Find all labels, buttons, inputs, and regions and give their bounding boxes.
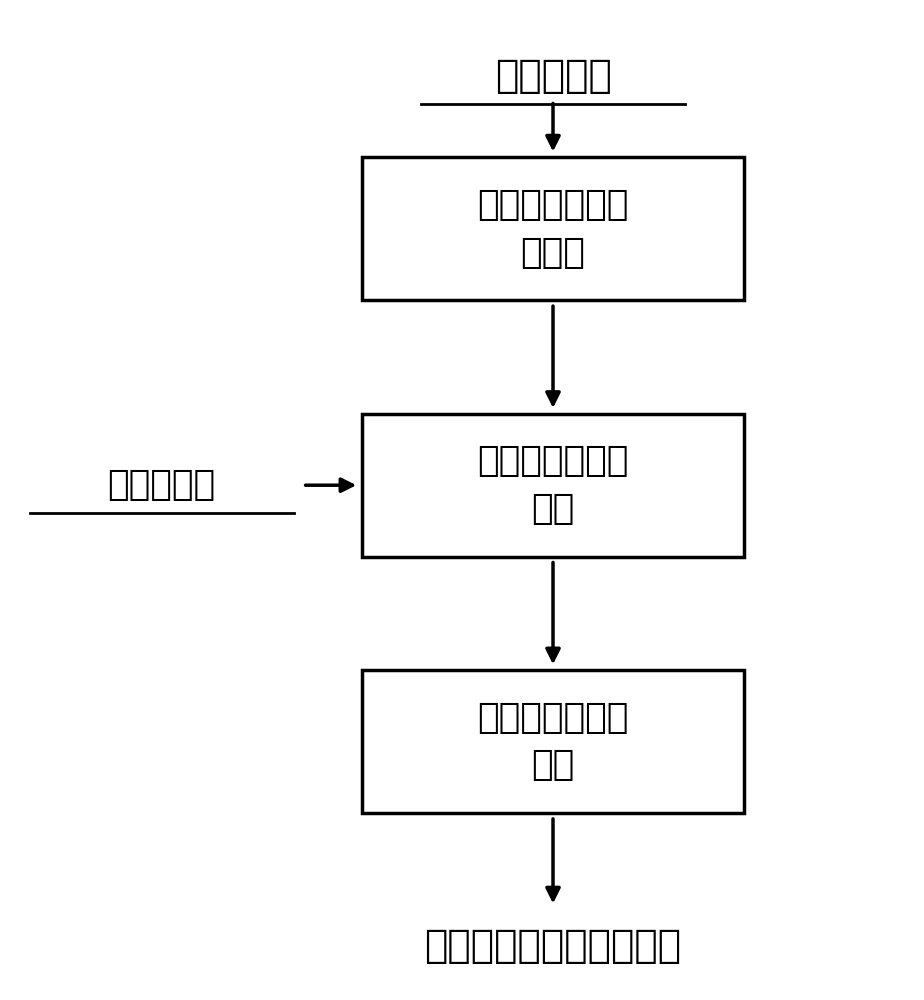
Text: 粒度合格的沸腾氯化炉料: 粒度合格的沸腾氯化炉料: [424, 927, 682, 965]
Text: 粘结剂溶液: 粘结剂溶液: [107, 468, 215, 502]
Text: 流化干燥床干燥
处理: 流化干燥床干燥 处理: [478, 701, 628, 782]
Text: 高速搅拌制粒机
预处理: 高速搅拌制粒机 预处理: [478, 188, 628, 270]
Text: 高速搅拌制粒机
制粒: 高速搅拌制粒机 制粒: [478, 444, 628, 526]
Bar: [362, 670, 744, 813]
Text: 细粒富钛料: 细粒富钛料: [494, 57, 612, 95]
Bar: [362, 157, 744, 300]
Bar: [362, 414, 744, 557]
